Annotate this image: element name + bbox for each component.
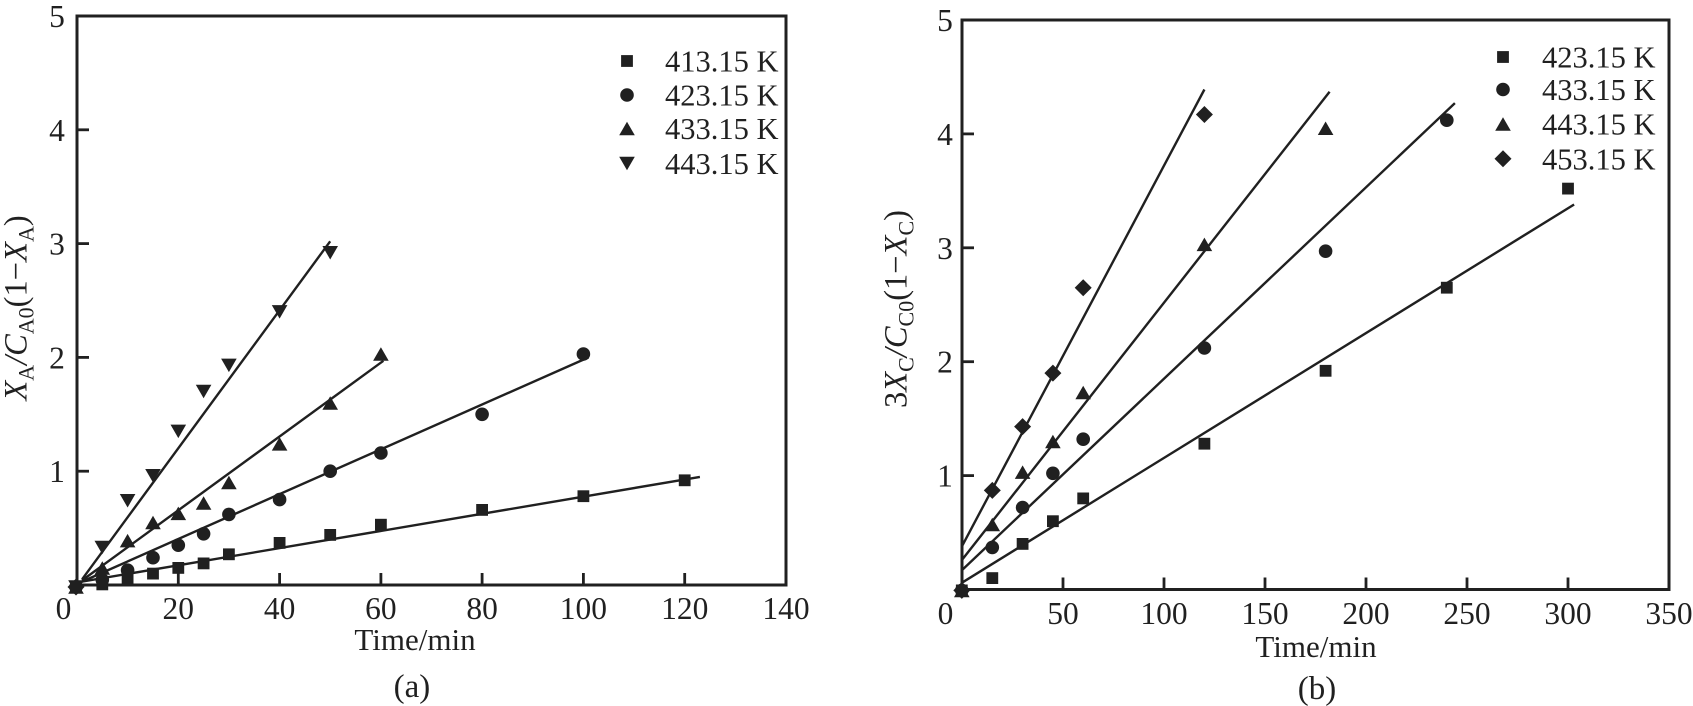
svg-text:350: 350 bbox=[1645, 596, 1692, 631]
svg-text:413.15 K: 413.15 K bbox=[665, 45, 779, 79]
svg-text:150: 150 bbox=[1241, 596, 1288, 631]
svg-text:423.15 K: 423.15 K bbox=[665, 79, 779, 113]
svg-text:443.15 K: 443.15 K bbox=[665, 147, 779, 181]
svg-text:433.15 K: 433.15 K bbox=[1542, 73, 1656, 107]
svg-text:20: 20 bbox=[163, 591, 195, 626]
svg-text:Time/min: Time/min bbox=[1255, 629, 1377, 664]
svg-text:453.15 K: 453.15 K bbox=[1542, 142, 1656, 176]
svg-text:5: 5 bbox=[937, 3, 953, 38]
svg-text:80: 80 bbox=[466, 591, 498, 626]
svg-text:2: 2 bbox=[937, 345, 953, 380]
svg-text:(a): (a) bbox=[394, 669, 431, 705]
svg-text:60: 60 bbox=[365, 591, 397, 626]
svg-text:300: 300 bbox=[1544, 596, 1591, 631]
svg-text:XA/CA0(1−XA): XA/CA0(1−XA) bbox=[0, 215, 39, 402]
svg-text:423.15 K: 423.15 K bbox=[1542, 41, 1656, 75]
svg-text:50: 50 bbox=[1047, 596, 1079, 631]
svg-text:4: 4 bbox=[937, 117, 953, 152]
svg-text:3XC/CC0(1−XC): 3XC/CC0(1−XC) bbox=[879, 210, 919, 408]
svg-text:0: 0 bbox=[56, 591, 72, 626]
svg-text:1: 1 bbox=[937, 459, 953, 494]
svg-text:433.15 K: 433.15 K bbox=[665, 112, 779, 146]
svg-text:1: 1 bbox=[49, 454, 65, 489]
svg-text:120: 120 bbox=[661, 591, 708, 626]
svg-text:200: 200 bbox=[1342, 596, 1389, 631]
svg-text:5: 5 bbox=[49, 0, 65, 34]
svg-text:3: 3 bbox=[49, 227, 65, 262]
svg-text:2: 2 bbox=[49, 340, 65, 375]
svg-text:(b): (b) bbox=[1298, 671, 1336, 706]
svg-text:140: 140 bbox=[762, 591, 809, 626]
svg-text:443.15 K: 443.15 K bbox=[1542, 108, 1656, 142]
svg-text:250: 250 bbox=[1443, 596, 1490, 631]
svg-text:100: 100 bbox=[560, 591, 607, 626]
svg-text:100: 100 bbox=[1140, 596, 1187, 631]
svg-text:0: 0 bbox=[938, 596, 954, 631]
svg-text:40: 40 bbox=[264, 591, 296, 626]
svg-text:4: 4 bbox=[49, 113, 65, 148]
svg-text:3: 3 bbox=[937, 231, 953, 266]
svg-text:Time/min: Time/min bbox=[354, 622, 476, 657]
